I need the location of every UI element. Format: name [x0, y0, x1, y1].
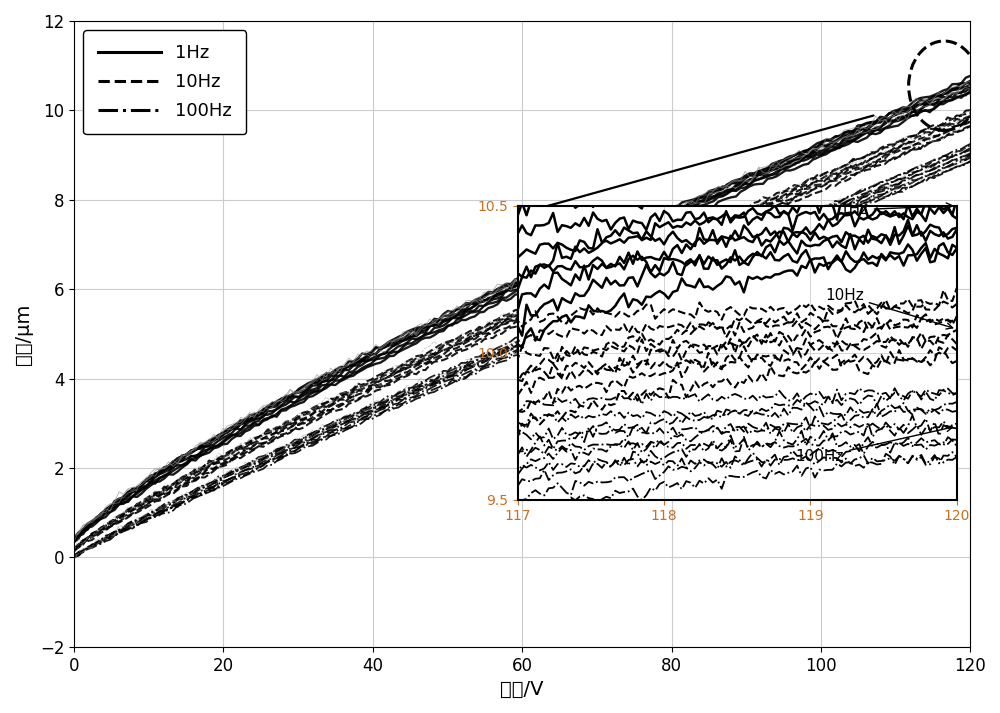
Legend: 1Hz, 10Hz, 100Hz: 1Hz, 10Hz, 100Hz [83, 30, 246, 135]
Y-axis label: 位移/μm: 位移/μm [14, 303, 33, 364]
X-axis label: 电压/V: 电压/V [500, 680, 544, 699]
